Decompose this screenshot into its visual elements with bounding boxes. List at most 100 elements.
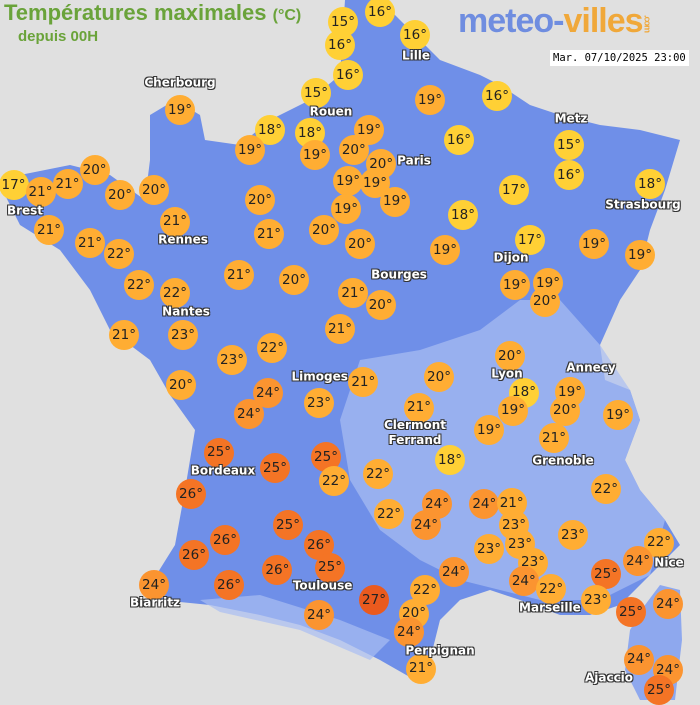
- temperature-marker[interactable]: 20°: [424, 362, 454, 392]
- temperature-marker[interactable]: 19°: [331, 194, 361, 224]
- temperature-marker[interactable]: 21°: [539, 423, 569, 453]
- temperature-marker[interactable]: 25°: [616, 597, 646, 627]
- temperature-marker[interactable]: 19°: [500, 270, 530, 300]
- temperature-marker[interactable]: 19°: [498, 395, 528, 426]
- temperature-marker[interactable]: 25°: [644, 675, 674, 705]
- temperature-marker[interactable]: 22°: [374, 499, 404, 529]
- temperature-marker[interactable]: 20°: [245, 185, 275, 215]
- temperature-marker[interactable]: 15°: [328, 7, 358, 37]
- temperature-marker[interactable]: 23°: [558, 520, 588, 550]
- temperature-marker[interactable]: 20°: [309, 215, 339, 245]
- temperature-marker[interactable]: 25°: [260, 453, 290, 483]
- temperature-marker[interactable]: 23°: [217, 345, 247, 375]
- temperature-marker[interactable]: 20°: [550, 395, 580, 426]
- temperature-marker[interactable]: 21°: [224, 260, 254, 290]
- temperature-marker[interactable]: 16°: [482, 81, 512, 111]
- temperature-marker[interactable]: 17°: [499, 175, 529, 205]
- temperature-marker[interactable]: 15°: [301, 78, 331, 109]
- temperature-marker[interactable]: 21°: [34, 215, 64, 245]
- temperature-marker[interactable]: 17°: [515, 225, 545, 255]
- temperature-marker[interactable]: 21°: [348, 367, 379, 397]
- temperature-marker[interactable]: 20°: [338, 135, 369, 165]
- temperature-marker[interactable]: 16°: [444, 125, 474, 155]
- temperature-marker[interactable]: 22°: [257, 333, 287, 363]
- temperature-marker[interactable]: 21°: [160, 206, 190, 237]
- temperature-marker[interactable]: 22°: [124, 270, 154, 300]
- temperature-marker[interactable]: 25°: [204, 437, 234, 468]
- temperature-marker[interactable]: 19°: [333, 166, 363, 196]
- temperature-marker[interactable]: 21°: [75, 228, 105, 258]
- temperature-marker[interactable]: 23°: [168, 320, 198, 350]
- temperature-marker[interactable]: 25°: [591, 559, 621, 589]
- temperature-marker[interactable]: 16°: [400, 20, 430, 50]
- temperature-marker[interactable]: 15°: [554, 130, 584, 160]
- temperature-marker[interactable]: 20°: [365, 290, 396, 320]
- temperature-marker[interactable]: 21°: [338, 278, 369, 308]
- temperature-marker[interactable]: 21°: [404, 392, 434, 423]
- temperature-marker[interactable]: 21°: [52, 169, 83, 199]
- temperature-marker[interactable]: 21°: [109, 320, 139, 350]
- temperature-marker[interactable]: 16°: [333, 60, 363, 90]
- temperature-marker[interactable]: 24°: [253, 378, 283, 408]
- temperature-marker[interactable]: 26°: [210, 525, 240, 555]
- temperature-marker[interactable]: 16°: [365, 0, 395, 27]
- temperature-marker[interactable]: 22°: [536, 574, 567, 605]
- temperature-marker[interactable]: 17°: [0, 170, 29, 200]
- temperature-marker[interactable]: 23°: [474, 534, 504, 564]
- temperature-marker[interactable]: 26°: [262, 555, 293, 585]
- temperature-marker[interactable]: 18°: [255, 115, 285, 145]
- temperature-marker[interactable]: 20°: [495, 341, 525, 372]
- temperature-marker[interactable]: 22°: [319, 466, 349, 496]
- temperature-marker[interactable]: 24°: [394, 617, 424, 647]
- temperature-marker[interactable]: 26°: [176, 479, 206, 509]
- temperature-marker[interactable]: 18°: [635, 169, 665, 199]
- temperature-marker[interactable]: 20°: [345, 229, 375, 259]
- temperature-marker[interactable]: 21°: [406, 653, 436, 684]
- temperature-marker[interactable]: 16°: [554, 160, 584, 190]
- temperature-marker[interactable]: 22°: [160, 278, 190, 309]
- temperature-marker[interactable]: 21°: [325, 314, 355, 344]
- temperature-marker[interactable]: 24°: [653, 589, 683, 619]
- temperature-marker[interactable]: 27°: [359, 585, 389, 615]
- temperature-marker[interactable]: 18°: [448, 200, 478, 230]
- temperature-marker[interactable]: 26°: [214, 570, 244, 600]
- temperature-marker[interactable]: 25°: [273, 510, 303, 540]
- temperature-marker[interactable]: 24°: [469, 489, 500, 519]
- temperature-marker[interactable]: 21°: [25, 177, 56, 208]
- temperature-marker[interactable]: 19°: [165, 95, 195, 125]
- temperature-marker[interactable]: 24°: [508, 566, 539, 596]
- temperature-marker[interactable]: 20°: [139, 175, 169, 205]
- temperature-marker[interactable]: 19°: [603, 400, 633, 430]
- temperature-marker[interactable]: 19°: [300, 140, 330, 170]
- temperature-marker[interactable]: 23°: [304, 388, 334, 418]
- temperature-marker[interactable]: 22°: [591, 474, 621, 504]
- temperature-marker[interactable]: 25°: [315, 552, 345, 583]
- temperature-marker[interactable]: 22°: [104, 239, 134, 269]
- temperature-marker[interactable]: 19°: [415, 85, 445, 115]
- temperature-marker[interactable]: 24°: [234, 399, 264, 429]
- temperature-marker[interactable]: 24°: [139, 570, 169, 600]
- temperature-marker[interactable]: 19°: [430, 235, 460, 265]
- temperature-marker[interactable]: 20°: [366, 149, 397, 179]
- temperature-marker[interactable]: 20°: [105, 180, 135, 210]
- temperature-marker[interactable]: 20°: [166, 370, 196, 400]
- meteo-villes-logo[interactable]: meteo-villes.com: [458, 2, 653, 41]
- temperature-marker[interactable]: 21°: [254, 219, 284, 249]
- temperature-marker[interactable]: 19°: [625, 240, 655, 270]
- temperature-marker[interactable]: 24°: [623, 546, 653, 577]
- temperature-marker[interactable]: 24°: [624, 644, 654, 675]
- temperature-marker[interactable]: 19°: [380, 186, 410, 217]
- temperature-marker[interactable]: 19°: [579, 229, 609, 259]
- temperature-marker[interactable]: 23°: [581, 585, 612, 615]
- temperature-marker[interactable]: 20°: [279, 265, 309, 295]
- temperature-marker[interactable]: 19°: [235, 135, 265, 165]
- temperature-marker[interactable]: 24°: [411, 510, 441, 540]
- temperature-marker[interactable]: 24°: [439, 557, 469, 587]
- temperature-marker[interactable]: 16°: [325, 30, 355, 60]
- temperature-marker[interactable]: 18°: [435, 445, 465, 475]
- temperature-marker[interactable]: 22°: [363, 459, 393, 489]
- temperature-marker[interactable]: 20°: [530, 286, 560, 317]
- temperature-marker[interactable]: 26°: [179, 540, 209, 570]
- temperature-marker[interactable]: 20°: [79, 155, 110, 185]
- temperature-marker[interactable]: 19°: [474, 415, 504, 445]
